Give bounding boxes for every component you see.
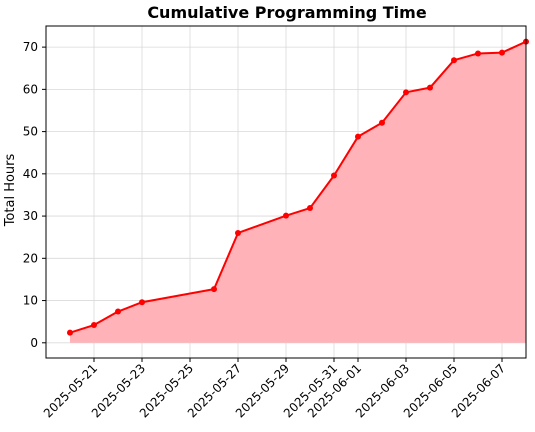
data-point: [331, 172, 337, 179]
data-point: [451, 57, 457, 64]
data-point: [355, 133, 361, 140]
data-point: [283, 212, 289, 219]
data-point: [67, 329, 73, 336]
data-point: [115, 308, 121, 315]
y-tick-label: 60: [23, 82, 38, 96]
data-point: [475, 50, 481, 57]
plot-frame: [45, 25, 527, 359]
data-point: [427, 84, 433, 91]
data-point: [139, 299, 145, 306]
y-tick-label: 40: [23, 167, 38, 181]
y-tick-label: 10: [23, 294, 38, 308]
data-point: [499, 49, 505, 56]
y-tick-label: 20: [23, 251, 38, 265]
area-layer: [70, 41, 526, 343]
data-point: [211, 286, 217, 293]
data-point: [91, 322, 97, 329]
data-point: [307, 205, 313, 212]
data-point: [235, 229, 241, 236]
chart-title: Cumulative Programming Time: [147, 3, 427, 22]
data-point: [403, 89, 409, 96]
cumulative-area: [70, 41, 526, 343]
data-point: [379, 119, 385, 126]
y-axis-label: Total Hours: [3, 153, 18, 227]
y-tick-label: 70: [23, 40, 38, 54]
y-tick-label: 30: [23, 209, 38, 223]
point-layer: [67, 38, 529, 336]
y-tick-label: 50: [23, 125, 38, 139]
y-tick-label: 0: [30, 336, 38, 350]
